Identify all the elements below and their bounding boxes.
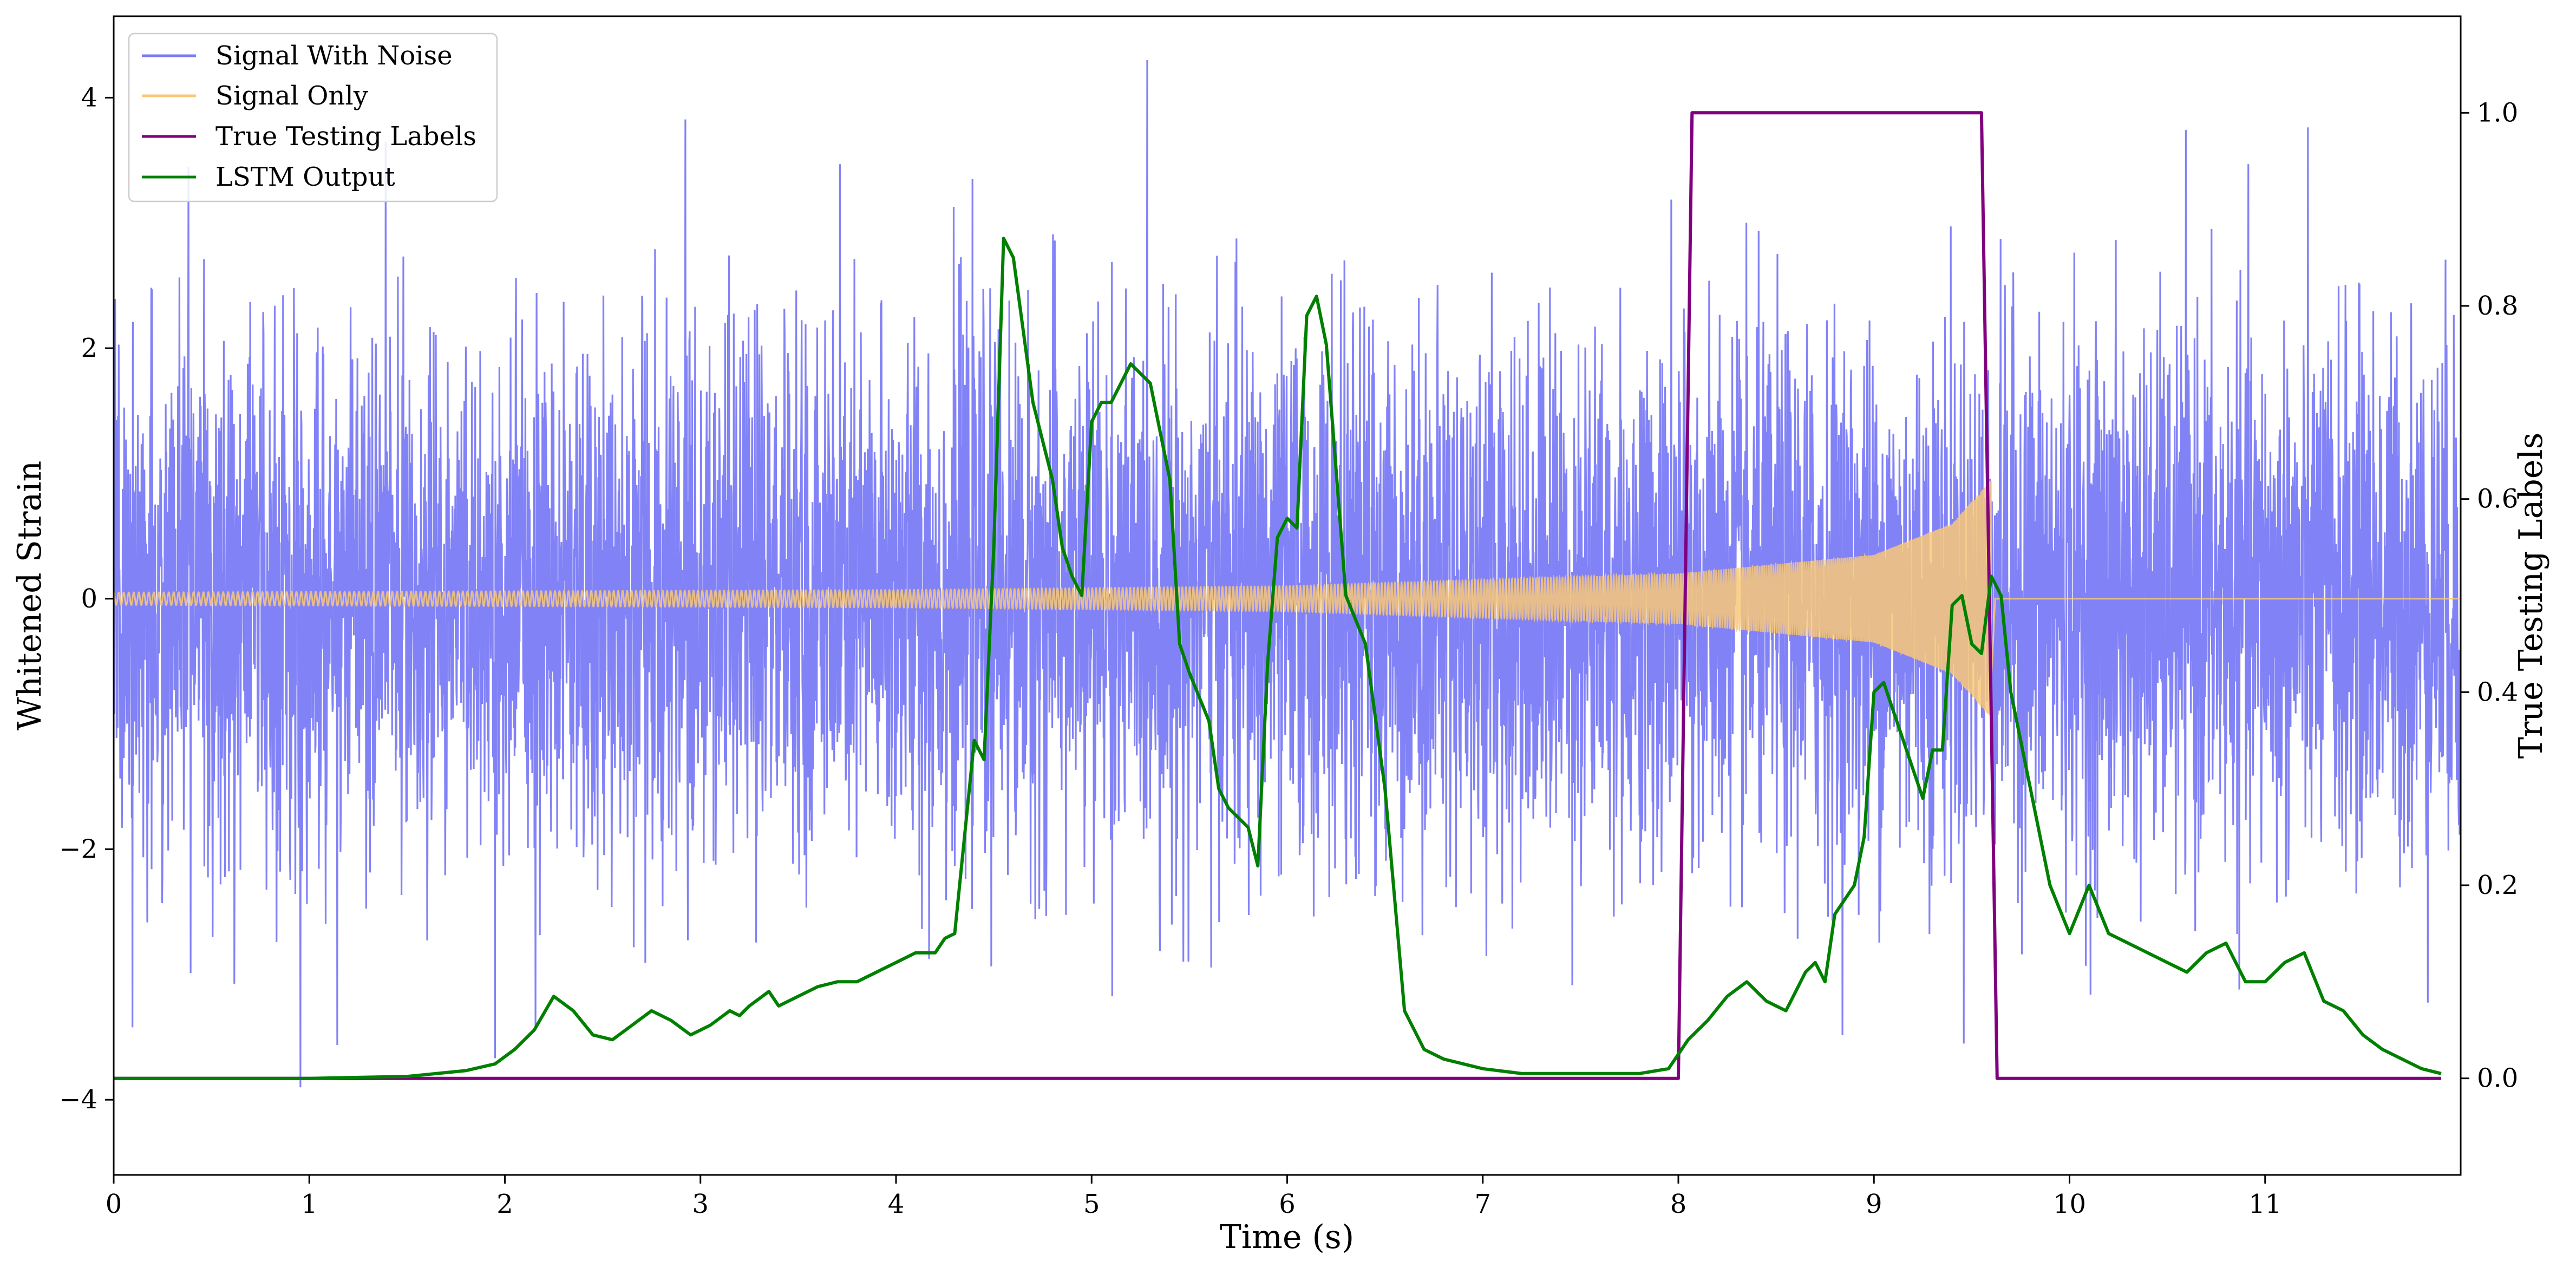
right-y-tick-label: 0.6: [2477, 484, 2518, 514]
x-tick-label: 8: [1670, 1189, 1687, 1219]
left-y-axis-label: Whitened Strain: [11, 461, 49, 730]
right-y-tick-label: 0.0: [2477, 1063, 2518, 1094]
right-y-tick-label: 1.0: [2477, 97, 2518, 128]
x-tick-label: 1: [301, 1189, 318, 1219]
left-y-tick-label: −4: [59, 1084, 97, 1115]
true-testing-labels-series: [114, 111, 2441, 1080]
x-tick-label: 4: [888, 1189, 905, 1219]
legend-label-signal-with-noise: Signal With Noise: [215, 41, 453, 71]
legend-label-true-testing-labels: True Testing Labels: [215, 121, 476, 152]
right-y-tick-label: 0.4: [2477, 677, 2518, 707]
right-y-tick-label: 0.2: [2477, 870, 2518, 900]
signal-with-noise-series: [114, 60, 2461, 1088]
legend-label-signal-only: Signal Only: [215, 81, 368, 111]
x-tick-label: 0: [106, 1189, 122, 1219]
legend: Signal With Noise Signal Only True Testi…: [128, 32, 498, 202]
right-y-axis-ticks: 0.0 0.2 0.4 0.6 0.8 1.0: [2461, 97, 2518, 1094]
plot-area: [114, 60, 2461, 1088]
legend-label-lstm-output: LSTM Output: [215, 162, 395, 192]
x-tick-label: 6: [1279, 1189, 1296, 1219]
true-testing-labels-line: [114, 111, 2441, 1080]
x-tick-label: 2: [496, 1189, 513, 1219]
left-y-tick-label: −2: [59, 834, 97, 864]
left-y-axis-ticks: −4 −2 0 2 4: [59, 82, 114, 1115]
signal-only-series: [114, 480, 2461, 717]
x-tick-label: 7: [1474, 1189, 1491, 1219]
x-axis-label: Time (s): [1220, 1218, 1354, 1256]
x-tick-label: 5: [1083, 1189, 1100, 1219]
x-tick-label: 11: [2248, 1189, 2281, 1219]
left-y-tick-label: 4: [81, 82, 97, 113]
x-tick-label: 10: [2053, 1189, 2086, 1219]
x-tick-label: 9: [1866, 1189, 1882, 1219]
x-tick-label: 3: [692, 1189, 709, 1219]
right-y-axis-label: True Testing Labels: [2512, 433, 2550, 759]
x-axis-ticks: 0 1 2 3 4 5 6 7 8 9 10 11: [106, 1175, 2281, 1219]
signal-only-line: [114, 480, 2461, 717]
left-y-tick-label: 2: [81, 333, 97, 363]
legend-box: [128, 32, 498, 202]
lstm-output-series: [114, 237, 2442, 1080]
right-y-tick-label: 0.8: [2477, 291, 2518, 321]
left-y-tick-label: 0: [81, 584, 97, 614]
lstm-output-line: [114, 237, 2442, 1080]
signal-with-noise-line: [114, 60, 2461, 1088]
